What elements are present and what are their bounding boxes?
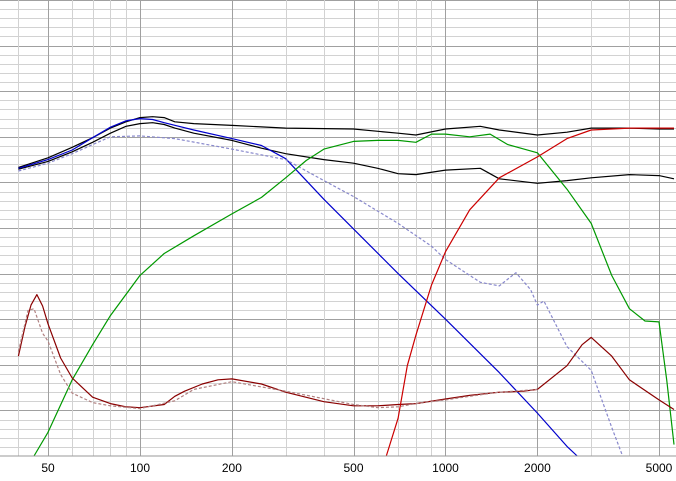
series-line-5 xyxy=(33,133,675,457)
series-line-4 xyxy=(18,135,624,457)
x-tick-label-200: 200 xyxy=(222,461,242,475)
axis-band xyxy=(0,456,676,481)
x-tick-label-500: 500 xyxy=(343,461,363,475)
x-tick-label-5000: 5000 xyxy=(646,461,673,475)
series-line-2 xyxy=(18,122,675,184)
series-line-1 xyxy=(18,116,674,168)
series-group xyxy=(17,116,675,457)
grid xyxy=(0,0,676,457)
x-tick-label-50: 50 xyxy=(41,461,55,475)
series-line-8 xyxy=(385,127,674,457)
x-tick-label-100: 100 xyxy=(130,461,150,475)
x-tick-label-1000: 1000 xyxy=(432,461,459,475)
x-tick-label-2000: 2000 xyxy=(524,461,551,475)
series-line-7 xyxy=(17,308,538,410)
series-line-3 xyxy=(18,117,578,457)
x-tick-labels: 50 100 200 500 1000 2000 5000 xyxy=(41,461,672,475)
series-line-6 xyxy=(17,294,675,411)
